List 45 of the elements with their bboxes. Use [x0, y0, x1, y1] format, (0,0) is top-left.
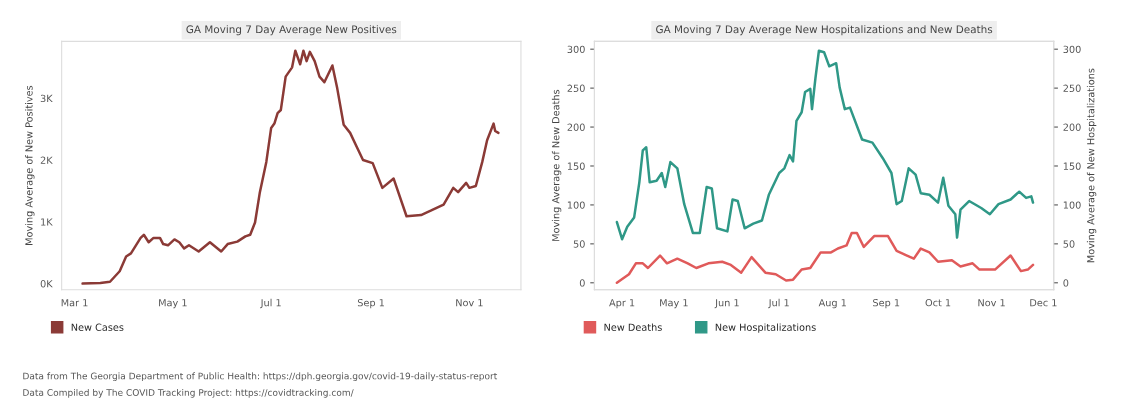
y-tick-label: 50	[573, 240, 585, 248]
y2-tick-label: 100	[1063, 201, 1081, 209]
y2-axis-title: Moving Average of New Hospitalizations	[1086, 68, 1097, 263]
y-tick-label: 0	[579, 279, 585, 287]
x-tick-label: Jul 1	[768, 298, 789, 309]
y-tick-label: 200	[567, 123, 585, 131]
y-tick-label: 0K	[40, 280, 53, 288]
y-tick-label: 1K	[41, 218, 53, 226]
x-tick-label: Nov 1	[456, 299, 483, 307]
x-tick-label: Sep 1	[873, 299, 900, 309]
legend-label: New Hospitalizations	[715, 323, 816, 333]
x-tick-label: Nov 1	[978, 299, 1005, 307]
x-tick-label: Sep 1	[357, 299, 384, 309]
line-series	[615, 231, 1035, 285]
text: Data from The Georgia Department of Public Health: https://dph.georgia.gov/covid-19-daily-status-report	[23, 372, 498, 382]
y2-tick-label: 150	[1063, 162, 1081, 170]
y-tick-label: 100	[567, 201, 585, 209]
y-tick-label: 150	[567, 162, 585, 170]
y2-tick-label: 200	[1063, 123, 1081, 131]
x-tick-label: Dec 1	[1030, 299, 1057, 307]
legend-label: New Cases	[71, 323, 124, 331]
line-series	[615, 49, 1035, 241]
x-tick-label: Aug 1	[818, 299, 846, 309]
y-tick-label: 2K	[40, 156, 53, 164]
text: Data Compiled by The COVID Tracking Project: https://covidtracking.com/	[23, 388, 354, 398]
x-tick-label: May 1	[660, 299, 688, 309]
chart-title: GA Moving 7 Day Average New Positives	[186, 25, 397, 36]
y-tick-label: 300	[567, 45, 585, 54]
legend-label: New Deaths	[604, 323, 662, 331]
y2-tick-label: 50	[1063, 240, 1075, 248]
y2-tick-label: 250	[1063, 84, 1081, 92]
x-tick-label: Jun 1	[714, 299, 739, 309]
y2-tick-label: 300	[1063, 45, 1081, 54]
y-tick-label: 250	[567, 84, 585, 92]
y-axis-title: Moving Average of New Deaths	[551, 89, 562, 241]
y-tick-label: 3K	[40, 94, 53, 103]
chart-title: GA Moving 7 Day Average New Hospitalizations and New Deaths	[656, 25, 993, 36]
y-axis-title: Moving Average of New Positives	[25, 85, 35, 245]
line-series	[81, 49, 500, 285]
x-tick-label: May 1	[159, 299, 187, 309]
x-tick-label: Mar 1	[61, 299, 88, 307]
y2-tick-label: 0	[1063, 279, 1069, 287]
x-tick-label: Jul 1	[260, 298, 281, 309]
x-tick-label: Oct 1	[925, 299, 951, 307]
x-tick-label: Apr 1	[609, 299, 635, 309]
